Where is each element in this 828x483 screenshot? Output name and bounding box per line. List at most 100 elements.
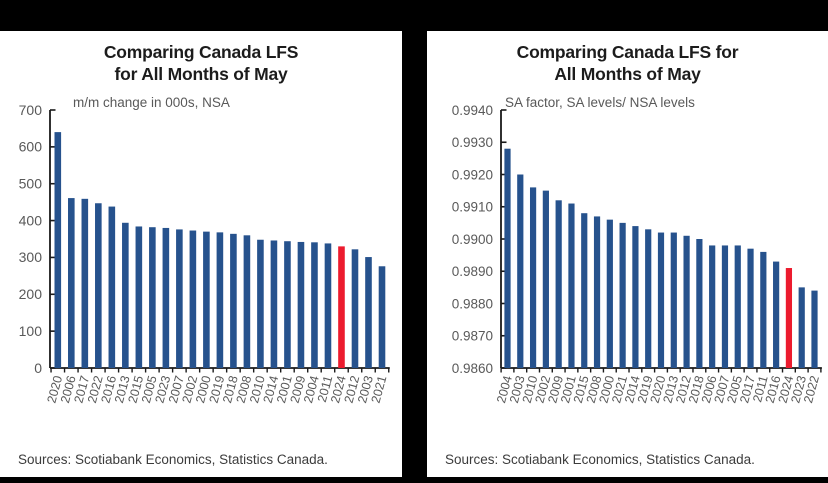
x-tick-label: 2014 [622, 374, 643, 405]
x-tick-label: 2016 [99, 374, 120, 405]
x-tick-label: 2008 [584, 374, 605, 405]
bar-2015 [581, 213, 588, 368]
bar-2004 [311, 242, 318, 368]
bar-2022 [95, 203, 102, 368]
x-tick-label: 2005 [724, 374, 745, 405]
left-chart-panel: Comparing Canada LFS for All Months of M… [0, 31, 402, 477]
bar-2002 [542, 190, 549, 368]
x-tick-label: 2017 [737, 374, 758, 405]
x-tick-label: 2019 [207, 374, 228, 405]
y-tick-label: 0.9940 [452, 103, 493, 118]
bar-2001 [284, 241, 291, 368]
left-chart-title-line1: Comparing Canada LFS [103, 42, 299, 62]
bar-2020 [54, 132, 62, 368]
bottom-black-rule [0, 477, 828, 483]
x-tick-label: 2004 [494, 374, 515, 405]
bar-2020 [657, 232, 665, 368]
y-tick-label: 0.9870 [452, 329, 493, 344]
bar-2013 [670, 232, 677, 368]
y-tick-label: 200 [19, 286, 43, 302]
bar-2005 [734, 245, 741, 368]
left-bar-chart: 7006005004003002001000202020062017202220… [19, 102, 390, 405]
x-tick-label: 2023 [788, 374, 809, 405]
x-tick-label: 2021 [369, 374, 390, 405]
bar-2006 [68, 198, 75, 368]
bar-2014 [632, 226, 639, 368]
bar-2017 [81, 198, 89, 368]
x-tick-label: 2010 [247, 374, 268, 405]
right-chart-title-line1: Comparing Canada LFS for [516, 42, 739, 62]
right-source-note: Sources: Scotiabank Economics, Statistic… [445, 452, 755, 467]
y-tick-label: 0.9880 [452, 296, 493, 311]
right-chart-subtitle: SA factor, SA levels/ NSA levels [505, 95, 695, 110]
right-bar-chart: 0.9940 0.9930 0.9920 0.9910 0.9900 0.9890 0.98… [452, 103, 822, 405]
x-tick-label: 2004 [301, 374, 322, 405]
y-tick-label: 300 [19, 249, 43, 265]
x-tick-label: 2010 [520, 374, 541, 405]
left-chart-title-line2: for All Months of May [114, 64, 288, 84]
x-tick-label: 2016 [763, 374, 784, 405]
y-tick-label: 0.9920 [452, 167, 493, 182]
bar-2009 [297, 241, 305, 368]
bar-2018 [230, 233, 237, 368]
x-tick-label: 2024 [328, 374, 349, 405]
bar-2019 [216, 232, 224, 368]
bar-2012 [351, 249, 359, 368]
bar-2007 [721, 245, 729, 368]
x-tick-label: 2017 [71, 374, 92, 405]
bar-2013 [122, 222, 129, 368]
left-source-note: Sources: Scotiabank Economics, Statistic… [18, 452, 328, 467]
bar-2018 [696, 239, 703, 368]
x-tick-label: 2008 [234, 374, 255, 405]
x-tick-label: 2003 [507, 374, 528, 405]
bar-2021 [378, 266, 386, 368]
x-tick-label: 2014 [261, 374, 282, 405]
y-tick-label: 0.9910 [452, 200, 493, 215]
bar-2003 [517, 174, 524, 368]
x-tick-label: 2001 [274, 374, 295, 405]
bar-2016 [108, 206, 116, 368]
bar-2010 [257, 239, 264, 368]
bar-2014 [270, 240, 278, 368]
y-tick-label: 0.9900 [452, 232, 493, 247]
x-tick-label: 2013 [660, 374, 681, 405]
x-tick-label: 2000 [193, 374, 214, 405]
bar-2011 [324, 243, 332, 368]
bar-2023 [162, 227, 170, 368]
right-chart-title-line2: All Months of May [554, 64, 701, 84]
x-tick-label: 2023 [153, 374, 174, 405]
x-tick-label: 2018 [220, 374, 241, 405]
bar-2004 [504, 148, 511, 368]
bar-2016 [773, 261, 780, 368]
x-tick-label: 2006 [699, 374, 720, 405]
x-tick-label: 2001 [558, 374, 579, 405]
x-tick-label: 2007 [166, 374, 187, 405]
left-chart-subtitle: m/m change in 000s, NSA [73, 95, 230, 110]
bar-2000 [606, 219, 613, 368]
x-tick-label: 2024 [776, 374, 797, 405]
x-tick-label: 2015 [571, 374, 592, 405]
x-tick-label: 2011 [750, 374, 770, 404]
bar-2015 [135, 226, 143, 368]
bar-2024 [338, 246, 345, 368]
y-tick-label: 0.9890 [452, 264, 493, 279]
bar-2008 [593, 216, 601, 368]
y-tick-label: 700 [19, 102, 43, 118]
bar-2007 [176, 229, 183, 368]
right-chart-title: Comparing Canada LFS for All Months of M… [427, 41, 828, 85]
right-chart-panel: Comparing Canada LFS for All Months of M… [427, 31, 828, 477]
y-tick-label: 0 [34, 360, 42, 376]
bar-2005 [149, 227, 156, 368]
x-tick-label: 2018 [686, 374, 707, 405]
bar-2001 [568, 203, 575, 368]
x-tick-label: 2000 [597, 374, 618, 405]
x-tick-label: 2006 [58, 374, 79, 405]
x-tick-label: 2009 [288, 374, 309, 405]
x-tick-label: 2005 [139, 374, 160, 405]
x-tick-label: 2021 [609, 374, 630, 405]
y-tick-label: 600 [19, 139, 43, 155]
x-tick-label: 2020 [44, 374, 65, 405]
x-tick-label: 2013 [112, 374, 133, 405]
bar-2011 [760, 251, 767, 368]
bar-2003 [365, 257, 372, 368]
